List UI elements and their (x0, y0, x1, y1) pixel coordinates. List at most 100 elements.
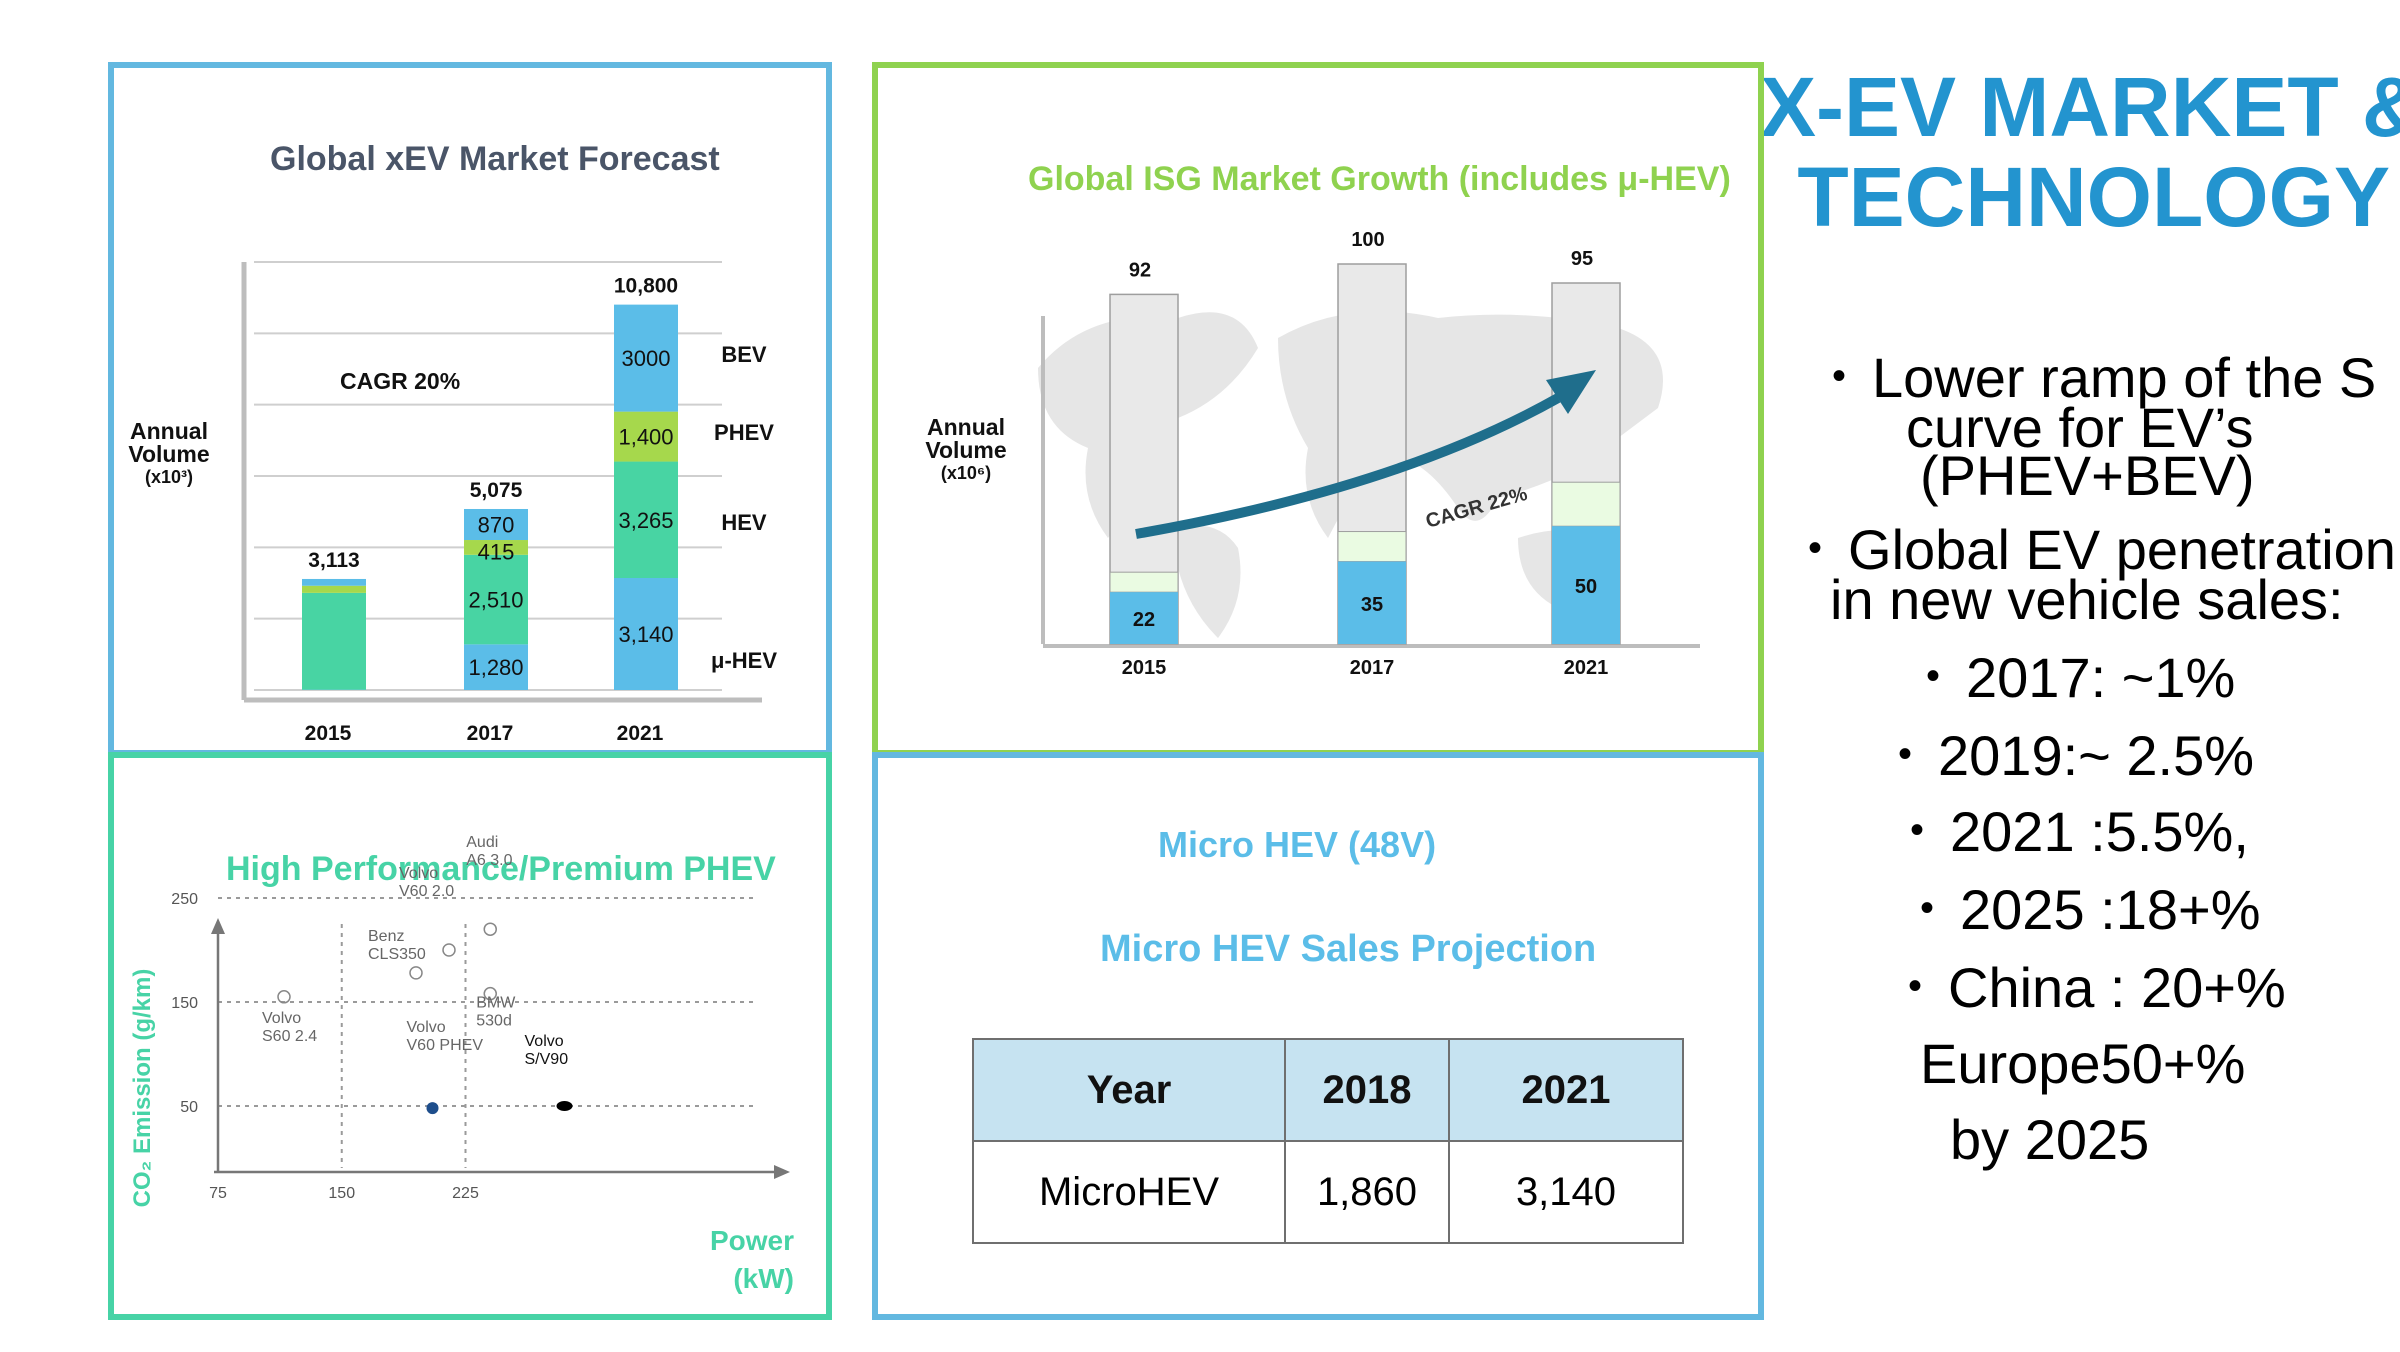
total-label: 3,113 (308, 549, 359, 572)
total-label: 95 (1571, 248, 1593, 270)
point-label: Volvo V60 2.0 (399, 865, 454, 900)
data-point (426, 1102, 439, 1115)
isg-ylabel: Annual Volume (x10⁶) (916, 416, 1016, 485)
data-point (483, 922, 497, 936)
bar-segment (1338, 561, 1406, 644)
bullet-text: China : 20+% (1948, 956, 2286, 1019)
growth-arrow (1135, 393, 1561, 539)
xev-ylabel: Annual Volume (x10³) (124, 420, 214, 489)
data-label: 1,400 (618, 425, 673, 450)
point-label-line: Volvo (525, 1033, 564, 1050)
bullet-item: by 2025 (1950, 1112, 2149, 1168)
data-label: 3000 (622, 346, 671, 371)
isg-chart-title: Global ISG Market Growth (includes μ-HEV… (1028, 160, 1731, 198)
point-label-line: S/V90 (525, 1051, 569, 1068)
point-label: BMW 530d (476, 995, 516, 1030)
table-cell-2021: 3,140 (1448, 1140, 1684, 1244)
bullet-marker: • (1808, 526, 1823, 570)
bullet-marker: • (1926, 654, 1941, 698)
data-label: 1,280 (468, 655, 523, 680)
xev-forecast-panel: Global xEV Market Forecast Annual Volume… (108, 62, 832, 756)
x-tick-label: 2015 (1122, 657, 1167, 679)
micro-hev-title: Micro HEV (48V) (1158, 824, 1437, 865)
point-label-line: V60 PHEV (407, 1037, 484, 1054)
table-header-year: Year (972, 1038, 1286, 1142)
page-heading: X-EV MARKET & TECHNOLOGY (1760, 62, 2400, 242)
data-label: 3,140 (618, 622, 673, 647)
bullet-item: • 2019:~ 2.5% (1898, 728, 2254, 784)
point-label: Volvo S/V90 (525, 1033, 569, 1068)
bullet-text: Global EV penetration (1848, 518, 2396, 581)
micro-hev-subtitle: Micro HEV Sales Projection (1100, 928, 1597, 970)
xev-ylabel-line1: Annual (130, 418, 208, 444)
bullet-item: • China : 20+% (1908, 960, 2286, 1016)
phev-ylabel: CO₂ Emission (g/km) (129, 968, 156, 1208)
x-tick-label: 75 (209, 1185, 227, 1202)
bar-segment (302, 578, 366, 586)
micro-hev-table: Year 2018 2021 MicroHEV 1,860 3,140 (972, 1038, 1684, 1244)
world-map-shape (1178, 525, 1241, 638)
xev-cagr-label: CAGR 20% (340, 368, 461, 394)
x-tick-label: 150 (328, 1185, 355, 1202)
bullet-marker: • (1908, 964, 1923, 1008)
bar-segment (614, 304, 678, 412)
isg-ylabel-line1: Annual (927, 414, 1005, 440)
table-header-2018: 2018 (1284, 1038, 1450, 1142)
point-label-line: S60 2.4 (262, 1028, 317, 1045)
bullet-item: Europe50+% (1920, 1036, 2245, 1092)
bullet-item: curve for EV’s (1906, 400, 2254, 456)
point-label-line: Volvo (262, 1010, 301, 1027)
bar-segment-light (1109, 571, 1179, 593)
legend-label: BEV (721, 342, 767, 367)
bullet-text: Lower ramp of the S (1872, 346, 2377, 409)
xev-chart-title: Global xEV Market Forecast (270, 140, 720, 178)
isg-ylabel-line2: Volume (925, 437, 1007, 463)
x-tick-label: 2017 (467, 722, 514, 745)
bar-segment (614, 578, 678, 690)
x-tick-label: 2021 (617, 722, 664, 745)
bar-segment (464, 508, 528, 541)
y-axis-arrow (211, 918, 225, 934)
table-cell-2018: 1,860 (1284, 1140, 1450, 1244)
data-point (277, 990, 291, 1004)
point-label-line: Benz (368, 928, 404, 945)
point-label-line: A6 3.0 (466, 852, 512, 869)
data-point (556, 1101, 573, 1111)
bar-segment (1110, 592, 1178, 644)
heading-line2: TECHNOLOGY (1797, 150, 2390, 244)
data-label: 3,265 (618, 508, 673, 533)
bullet-marker: • (1910, 808, 1925, 852)
bullet-text: 2017: ~1% (1966, 646, 2236, 709)
bullet-item: (PHEV+BEV) (1920, 448, 2255, 504)
phev-chart-title: High Performance/Premium PHEV (226, 850, 776, 888)
bullet-item: in new vehicle sales: (1830, 572, 2344, 628)
bullet-marker: • (1832, 354, 1847, 398)
table-header-row: Year 2018 2021 (972, 1038, 1684, 1142)
bar-segment (464, 644, 528, 690)
bar-segment (464, 554, 528, 645)
data-label: 50 (1575, 576, 1597, 598)
legend-label: PHEV (714, 420, 774, 445)
x-tick-label: 2015 (305, 722, 352, 745)
xev-ylabel-unit: (x10³) (144, 467, 193, 487)
isg-ylabel-unit: (x10⁶) (940, 463, 992, 483)
data-point (409, 966, 423, 980)
total-label: 10,800 (614, 275, 678, 298)
bar-segment (614, 461, 678, 579)
bullet-text: (PHEV+BEV) (1920, 444, 2255, 507)
data-label: 415 (478, 539, 515, 564)
point-label-line: Volvo (407, 1019, 446, 1036)
phev-panel: High Performance/Premium PHEV 250 150 50 75… (108, 752, 832, 1320)
growth-arrow-head (1546, 370, 1596, 414)
phev-xlabel-line1: Power (709, 1225, 794, 1256)
data-point (483, 986, 497, 1001)
bullet-text: 2019:~ 2.5% (1938, 724, 2255, 787)
bar-segment-light (1551, 481, 1621, 527)
point-label-line: 530d (476, 1013, 512, 1030)
bullet-item: • 2025 :18+% (1920, 882, 2261, 938)
bar-segment (464, 540, 528, 555)
point-label-line: CLS350 (368, 946, 426, 963)
